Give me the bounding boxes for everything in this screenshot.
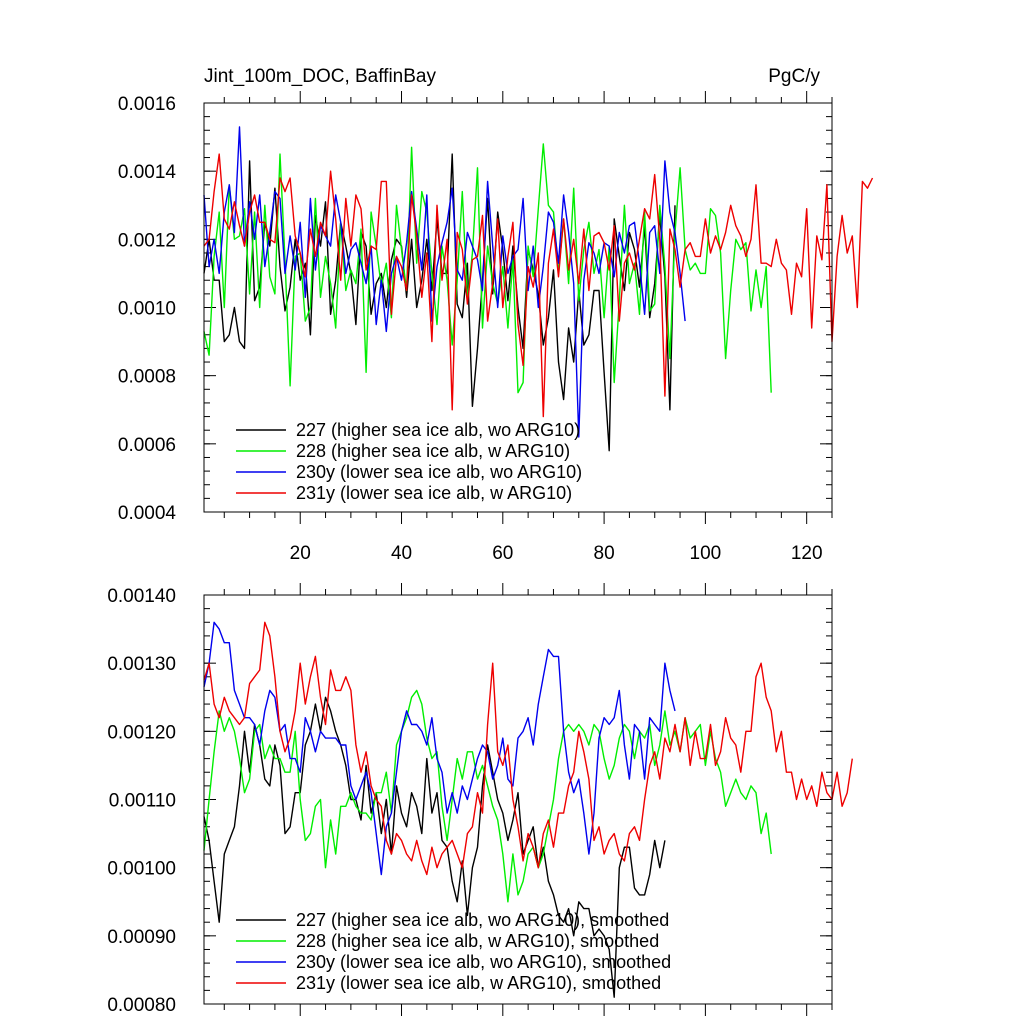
- series-line-3: [203, 621, 853, 876]
- legend-label-3: 231y (lower sea ice alb, w ARG10): [296, 483, 572, 503]
- series-line-2: [203, 126, 686, 438]
- series-line-1: [203, 143, 772, 394]
- top-panel-legend: 227 (higher sea ice alb, wo ARG10)228 (h…: [236, 420, 582, 503]
- x-tick-label: 60: [492, 543, 513, 564]
- x-tick-label: 80: [594, 543, 615, 564]
- y-tick-label: 0.00100: [107, 859, 176, 880]
- series-line-2: [203, 621, 676, 876]
- top-panel-title-right: PgC/y: [768, 66, 820, 87]
- top-panel: Jint_100m_DOC, BaffinBay PgC/y 0.00040.0…: [118, 66, 874, 564]
- top-panel-lines: [203, 126, 874, 452]
- legend-label-0: 227 (higher sea ice alb, wo ARG10), smoo…: [296, 910, 669, 930]
- y-tick-label: 0.0012: [118, 230, 176, 251]
- x-tick-label: 120: [791, 543, 823, 564]
- bottom-panel-legend: 227 (higher sea ice alb, wo ARG10), smoo…: [236, 910, 671, 993]
- y-tick-label: 0.0014: [118, 162, 177, 183]
- x-tick-label: 100: [690, 543, 722, 564]
- top-panel-frame: [203, 102, 833, 513]
- bottom-panel-frame: [203, 594, 833, 1005]
- y-tick-label: 0.00120: [107, 722, 176, 743]
- legend-label-1: 228 (higher sea ice alb, w ARG10): [296, 441, 570, 461]
- x-tick-label: 40: [391, 543, 412, 564]
- y-tick-label: 0.00080: [107, 995, 176, 1016]
- legend-label-0: 227 (higher sea ice alb, wo ARG10): [296, 420, 580, 440]
- y-tick-label: 0.0010: [118, 299, 176, 320]
- y-tick-label: 0.00090: [107, 927, 176, 948]
- series-line-3: [203, 153, 874, 418]
- top-panel-y-tick-labels: 0.0004 0.0006 0.0008 0.0010 0.0012 0.0014 0.00…: [118, 94, 177, 524]
- y-tick-label: 0.0016: [118, 94, 176, 115]
- legend-label-1: 228 (higher sea ice alb, w ARG10), smoot…: [296, 931, 659, 951]
- legend-label-2: 230y (lower sea ice alb, wo ARG10), smoo…: [296, 952, 671, 972]
- series-line-0: [203, 696, 666, 998]
- bottom-panel-ticks: [204, 583, 833, 1016]
- y-tick-label: 0.0004: [118, 503, 177, 524]
- bottom-panel-y-tick-labels: 0.00080 0.00090 0.00100 0.00110 0.00120 0.001…: [107, 586, 176, 1016]
- bottom-panel: 0.00080 0.00090 0.00100 0.00110 0.00120 0.001…: [107, 583, 853, 1016]
- legend-label-2: 230y (lower sea ice alb, wo ARG10): [296, 462, 582, 482]
- y-tick-label: 0.0006: [118, 435, 176, 456]
- y-tick-label: 0.0008: [118, 367, 176, 388]
- top-panel-x-tick-labels: 20 40 60 80 100 120: [290, 543, 823, 564]
- x-tick-label: 20: [290, 543, 311, 564]
- bottom-panel-lines: [203, 621, 853, 998]
- series-line-1: [203, 689, 772, 903]
- legend-label-3: 231y (lower sea ice alb, w ARG10), smoot…: [296, 973, 661, 993]
- y-tick-label: 0.00110: [109, 791, 176, 812]
- top-panel-ticks: [204, 91, 833, 524]
- y-tick-label: 0.00140: [107, 586, 176, 607]
- y-tick-label: 0.00130: [107, 654, 176, 675]
- top-panel-title-left: Jint_100m_DOC, BaffinBay: [204, 66, 436, 87]
